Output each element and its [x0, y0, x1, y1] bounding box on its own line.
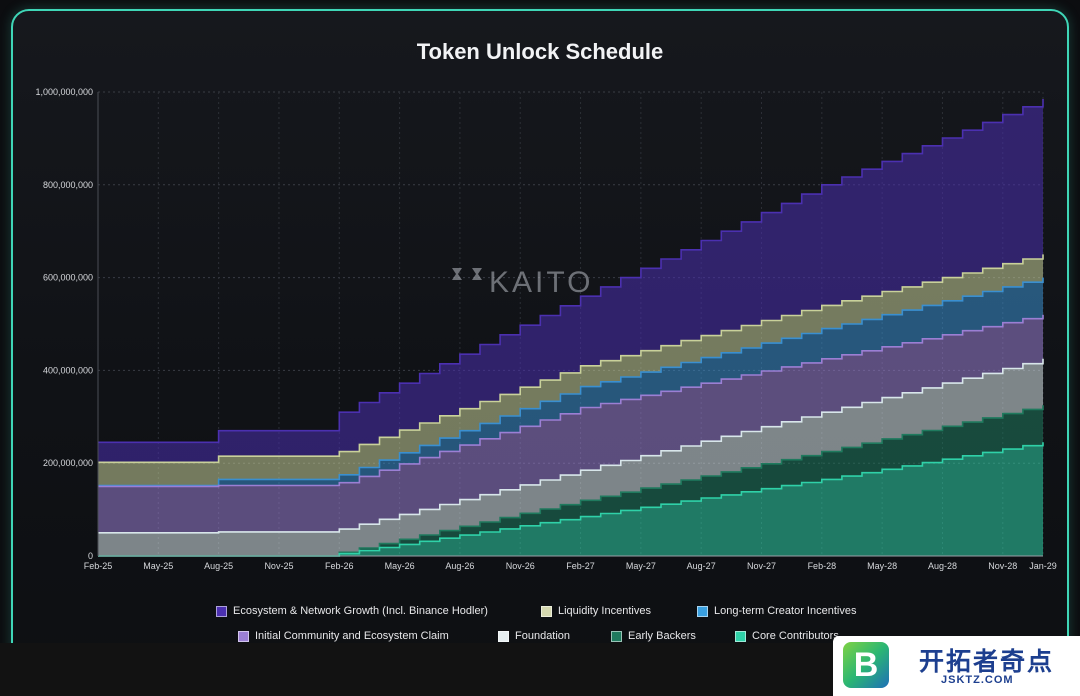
y-tick-label: 200,000,000 — [43, 458, 93, 468]
legend-item-core-contributors[interactable]: Core Contributors — [735, 629, 839, 643]
site-logo-icon: B — [843, 642, 889, 688]
y-tick-label: 800,000,000 — [43, 180, 93, 190]
legend-swatch-community — [238, 630, 249, 642]
legend-swatch-early-backers — [611, 630, 622, 642]
x-tick-label: Aug-27 — [687, 561, 716, 571]
site-url: JSKTZ.COM — [941, 674, 1014, 686]
kaito-logo-icon — [452, 268, 482, 280]
series-area-liquidity-incentives — [98, 254, 1043, 486]
legend-swatch-liquidity — [541, 605, 552, 617]
legend-item-ecosystem[interactable]: Ecosystem & Network Growth (Incl. Binanc… — [216, 604, 488, 618]
legend-swatch-creator — [697, 605, 708, 617]
series-area-early-backers-line — [98, 405, 1044, 557]
legend-label-creator: Long-term Creator Incentives — [714, 605, 857, 617]
legend-item-early-backers[interactable]: Early Backers — [611, 629, 696, 643]
x-tick-label: Aug-26 — [445, 561, 474, 571]
series-area-core-contributors — [98, 442, 1043, 556]
x-tick-label: Feb-26 — [325, 561, 354, 571]
legend-label-core-contributors: Core Contributors — [752, 630, 839, 642]
x-tick-label: May-25 — [143, 561, 173, 571]
x-tick-label: Jan-29 — [1029, 561, 1057, 571]
legend-swatch-core-contributors — [735, 630, 746, 642]
x-tick-label: Nov-26 — [506, 561, 535, 571]
series-area-initial-community-and-ecosystem-claim — [98, 314, 1043, 533]
series-area-ecosystem-network-growth-incl-binance-hodler — [98, 99, 1043, 463]
series-area-core-contributors-line — [98, 442, 1044, 557]
x-tick-label: Aug-25 — [204, 561, 233, 571]
x-tick-label: Feb-27 — [566, 561, 595, 571]
series-area-foundation — [98, 358, 1043, 556]
legend-item-foundation[interactable]: Foundation — [498, 629, 570, 643]
x-tick-label: Nov-27 — [747, 561, 776, 571]
legend-label-ecosystem: Ecosystem & Network Growth (Incl. Binanc… — [233, 605, 488, 617]
legend-label-community: Initial Community and Ecosystem Claim — [255, 630, 449, 642]
y-tick-label: 600,000,000 — [43, 273, 93, 283]
legend-label-early-backers: Early Backers — [628, 630, 696, 642]
x-tick-label: Feb-28 — [808, 561, 837, 571]
x-tick-label: Nov-28 — [988, 561, 1017, 571]
legend-label-liquidity: Liquidity Incentives — [558, 605, 651, 617]
series-area-long-term-creator-incentives-line — [98, 277, 1044, 487]
chart-title: Token Unlock Schedule — [416, 39, 664, 64]
legend-label-foundation: Foundation — [515, 630, 571, 642]
series-area-initial-community-and-ecosystem-claim-line — [98, 314, 1044, 488]
legend-swatch-foundation — [498, 630, 509, 642]
x-tick-label: Nov-25 — [264, 561, 293, 571]
legend-item-creator[interactable]: Long-term Creator Incentives — [697, 604, 856, 618]
legend-item-liquidity[interactable]: Liquidity Incentives — [541, 604, 651, 618]
series-area-ecosystem-network-growth-incl-binance-hodler-line — [98, 99, 1044, 444]
y-tick-label: 400,000,000 — [43, 365, 93, 375]
series-area-liquidity-incentives-line — [98, 254, 1044, 464]
y-tick-label: 1,000,000,000 — [35, 87, 93, 97]
legend-swatch-ecosystem — [216, 605, 227, 617]
legend-item-community[interactable]: Initial Community and Ecosystem Claim — [238, 629, 449, 643]
x-tick-label: Aug-28 — [928, 561, 957, 571]
site-name: 开拓者奇点 — [919, 647, 1055, 676]
x-tick-label: May-26 — [385, 561, 415, 571]
x-tick-label: May-27 — [626, 561, 656, 571]
y-tick-label: 0 — [88, 551, 93, 561]
x-tick-label: Feb-25 — [84, 561, 113, 571]
kaito-watermark: KAITO — [452, 266, 593, 299]
series-area-foundation-line — [98, 358, 1044, 534]
site-badge[interactable]: B 开拓者奇点 JSKTZ.COM — [833, 636, 1080, 696]
x-tick-label: May-28 — [867, 561, 897, 571]
chart-areas — [98, 99, 1044, 557]
watermark-text: KAITO — [489, 266, 593, 299]
